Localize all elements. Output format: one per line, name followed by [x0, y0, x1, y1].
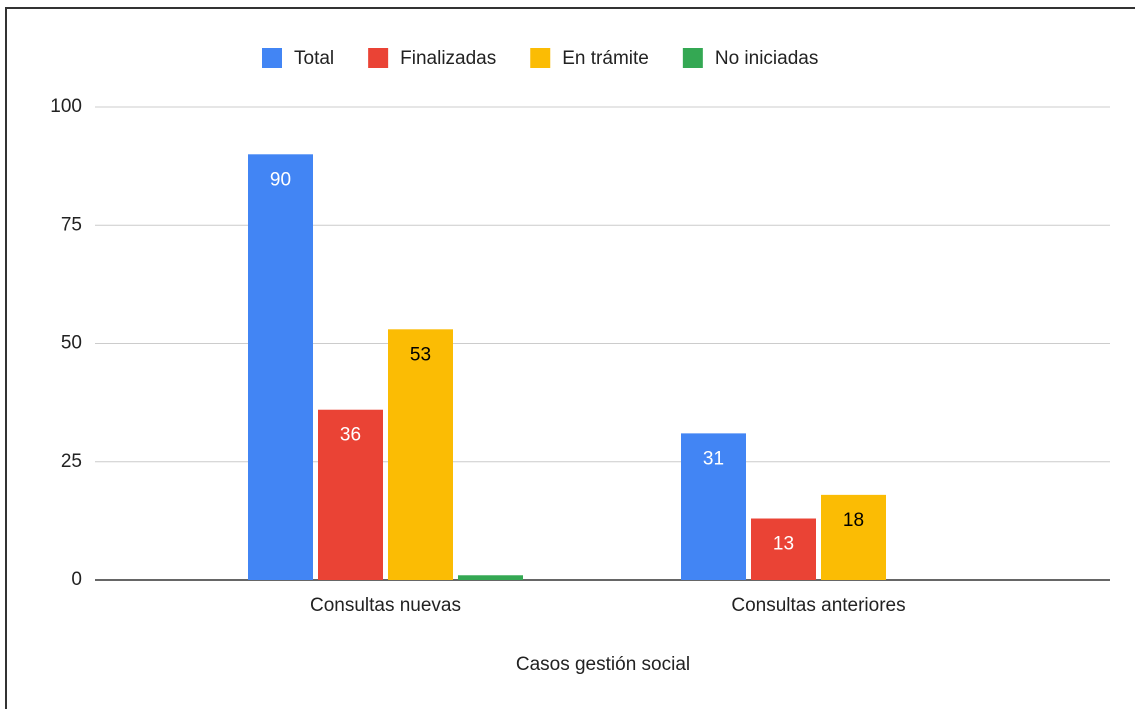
x-tick-label: Consultas anteriores [731, 595, 905, 616]
legend-label: Finalizadas [400, 48, 496, 69]
data-label: 31 [703, 448, 724, 469]
bar [681, 433, 746, 580]
y-tick-label: 75 [61, 214, 82, 235]
y-tick-label: 25 [61, 451, 82, 472]
legend-swatch [368, 48, 389, 68]
bar [248, 154, 313, 581]
data-label: 18 [843, 510, 864, 531]
data-label: 90 [270, 169, 291, 190]
x-axis-title: Casos gestión social [516, 654, 690, 675]
bar [458, 575, 523, 580]
x-tick-label: Consultas nuevas [310, 595, 461, 616]
bar [318, 409, 383, 580]
bar [751, 518, 816, 580]
legend-swatch [530, 48, 551, 68]
y-tick-label: 100 [50, 96, 82, 117]
legend-label: Total [294, 48, 334, 69]
legend-label: En trámite [562, 48, 649, 69]
y-tick-label: 50 [61, 333, 82, 354]
legend-swatch [262, 48, 282, 68]
data-label: 53 [410, 344, 431, 365]
bar [821, 494, 886, 580]
y-tick-label: 0 [71, 569, 82, 590]
legend-swatch [682, 48, 703, 68]
legend-label: No iniciadas [715, 48, 819, 69]
data-label: 13 [773, 534, 794, 555]
data-label: 36 [340, 425, 361, 446]
bar [388, 329, 453, 580]
